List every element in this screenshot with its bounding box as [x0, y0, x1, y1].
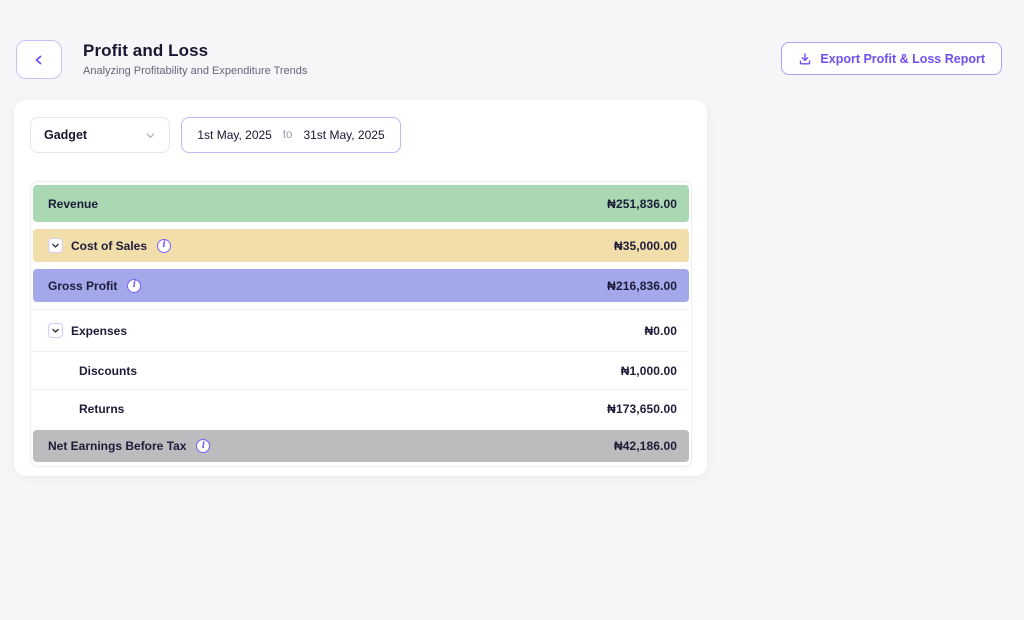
report-table: Revenue ₦251,836.00 Cost of Sales i ₦35,…	[30, 181, 692, 467]
page-title: Profit and Loss	[83, 41, 209, 60]
category-select-value: Gadget	[44, 128, 88, 142]
start-date[interactable]: 1st May, 2025	[197, 128, 272, 142]
back-button[interactable]	[16, 40, 62, 79]
filter-bar: Gadget 1st May, 2025 to 31st May, 2025	[30, 117, 692, 153]
date-range-input[interactable]: 1st May, 2025 to 31st May, 2025	[181, 117, 401, 153]
row-value: ₦173,650.00	[607, 402, 677, 416]
row-value: ₦251,836.00	[607, 196, 677, 211]
row-cost-of-sales[interactable]: Cost of Sales i ₦35,000.00	[33, 229, 689, 262]
row-label-group: Cost of Sales i	[48, 238, 172, 253]
row-label-group: Discounts	[48, 364, 137, 378]
row-returns: Returns ₦173,650.00	[33, 390, 689, 428]
row-gross-profit: Gross Profit i ₦216,836.00	[33, 269, 689, 302]
chevron-left-icon	[33, 54, 45, 66]
row-label-group: Gross Profit i	[48, 278, 142, 293]
export-report-label: Export Profit & Loss Report	[820, 51, 985, 66]
header-left: Profit and Loss Analyzing Profitability …	[16, 40, 307, 79]
row-label: Discounts	[79, 363, 138, 378]
row-label-group: Revenue	[48, 197, 98, 211]
row-value: ₦0.00	[644, 323, 677, 338]
expand-chevron[interactable]	[48, 323, 63, 338]
row-expenses[interactable]: Expenses ₦0.00	[33, 309, 689, 352]
profit-loss-card: Gadget 1st May, 2025 to 31st May, 2025 R…	[14, 100, 707, 476]
export-report-button[interactable]: Export Profit & Loss Report	[781, 42, 1002, 75]
row-revenue: Revenue ₦251,836.00	[33, 185, 689, 222]
end-date[interactable]: 31st May, 2025	[303, 128, 385, 142]
info-icon[interactable]: i	[196, 439, 211, 453]
download-icon	[798, 52, 812, 66]
page-subtitle: Analyzing Profitability and Expenditure …	[83, 65, 308, 77]
row-label: Net Earnings Before Tax	[48, 439, 187, 453]
row-value: ₦216,836.00	[607, 278, 677, 293]
row-value: ₦1,000.00	[620, 363, 677, 378]
row-label-group: Net Earnings Before Tax i	[48, 439, 211, 453]
title-block: Profit and Loss Analyzing Profitability …	[83, 40, 307, 77]
row-label: Revenue	[48, 196, 99, 211]
expand-chevron[interactable]	[48, 238, 63, 253]
category-select[interactable]: Gadget	[30, 117, 170, 153]
row-label: Expenses	[71, 323, 128, 338]
row-label: Cost of Sales	[71, 238, 148, 253]
row-label-group: Expenses	[48, 323, 127, 338]
row-label: Gross Profit	[48, 278, 118, 293]
page-header: Profit and Loss Analyzing Profitability …	[0, 0, 1024, 79]
row-label: Returns	[79, 402, 125, 416]
row-net-earnings-before-tax: Net Earnings Before Tax i ₦42,186.00	[33, 430, 689, 462]
info-icon[interactable]: i	[127, 278, 142, 293]
row-discounts: Discounts ₦1,000.00	[33, 352, 689, 390]
row-label-group: Returns	[48, 402, 124, 416]
info-icon[interactable]: i	[157, 238, 172, 253]
row-value: ₦35,000.00	[613, 238, 677, 253]
row-value: ₦42,186.00	[613, 439, 677, 453]
date-range-separator: to	[282, 129, 293, 141]
chevron-down-icon	[145, 130, 156, 141]
